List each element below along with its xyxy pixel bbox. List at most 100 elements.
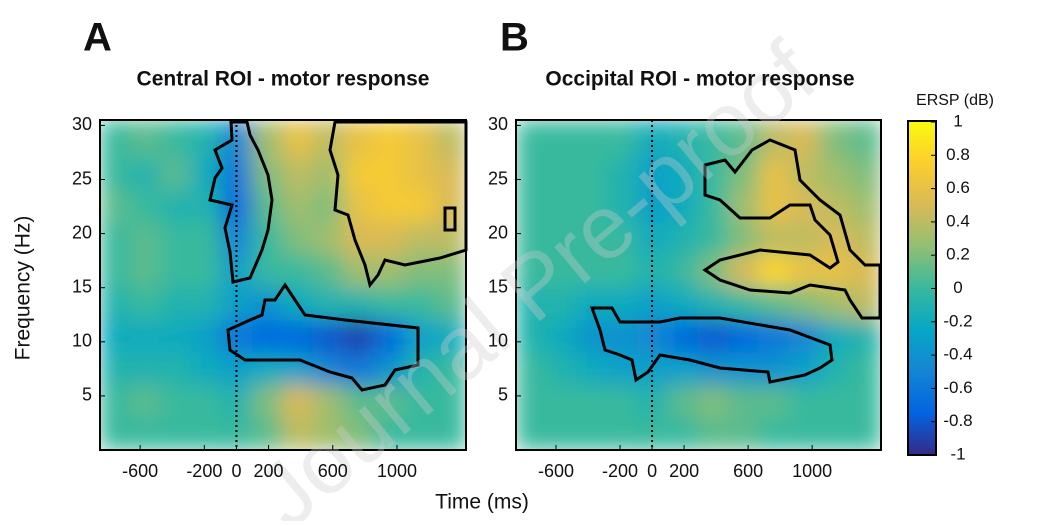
heatmap-cell	[129, 352, 161, 386]
heatmap-cell	[434, 417, 466, 450]
heatmap-cell	[221, 417, 253, 450]
heatmap-cell	[190, 222, 222, 256]
heatmap-cell	[606, 385, 638, 419]
y-tick-label: 5	[498, 385, 508, 405]
heatmap-cell	[545, 287, 577, 321]
heatmap-cell	[697, 320, 729, 354]
heatmap-cell	[545, 157, 577, 191]
heatmap-cell	[728, 417, 760, 450]
heatmap-cell	[606, 157, 638, 191]
heatmap	[100, 120, 466, 450]
heatmap-cell	[849, 385, 881, 419]
heatmap-cell	[129, 385, 161, 419]
colorbar	[907, 120, 937, 456]
heatmap-cell	[434, 255, 466, 289]
heatmap-cell	[545, 120, 577, 159]
heatmap-cell	[516, 190, 547, 224]
heatmap-cell	[343, 352, 375, 386]
heatmap-cell	[282, 417, 314, 450]
y-tick-label: 30	[488, 114, 508, 134]
heatmap-cell	[312, 385, 344, 419]
heatmap-cell	[849, 190, 881, 224]
heatmap	[516, 120, 881, 450]
heatmap-cell	[100, 352, 131, 386]
heatmap-cell	[849, 157, 881, 191]
heatmap-cell	[697, 120, 729, 159]
x-tick-label: 600	[318, 461, 348, 481]
colorbar-tick-label: -0.2	[943, 311, 972, 330]
x-tick-label: 0	[231, 461, 241, 481]
heatmap-cell	[545, 352, 577, 386]
heatmap-cell	[728, 157, 760, 191]
heatmap-cell	[516, 320, 547, 354]
heatmap-cell	[434, 287, 466, 321]
panel-letter: B	[500, 16, 529, 60]
y-axis-label: Frequency (Hz)	[12, 216, 35, 361]
heatmap-cell	[728, 120, 760, 159]
y-tick-label: 25	[488, 168, 508, 188]
heatmap-cell	[667, 320, 699, 354]
heatmap-cell	[373, 287, 405, 321]
heatmap-cell	[576, 255, 607, 289]
heatmap-cell	[576, 417, 607, 450]
heatmap-cell	[849, 255, 881, 289]
panel-title: Central ROI - motor response	[137, 68, 430, 91]
heatmap-cell	[190, 352, 222, 386]
heatmap-cell	[819, 157, 851, 191]
heatmap-cell	[404, 287, 436, 321]
heatmap-cell	[312, 320, 344, 354]
cluster-contour	[208, 120, 274, 284]
heatmap-cell	[160, 190, 192, 224]
heatmap-cell	[343, 120, 375, 159]
heatmap-cell	[343, 287, 375, 321]
heatmap-cell	[190, 190, 222, 224]
heatmap-cell	[129, 157, 161, 191]
heatmap-cell	[697, 287, 729, 321]
heatmap-cell	[251, 287, 283, 321]
heatmap-cell	[434, 385, 466, 419]
heatmap-cell	[636, 417, 668, 450]
heatmap-cell	[545, 190, 577, 224]
heatmap-cell	[190, 385, 222, 419]
heatmap-cell	[819, 385, 851, 419]
heatmap-cell	[606, 190, 638, 224]
heatmap-cell	[434, 120, 466, 159]
panel-title: Occipital ROI - motor response	[545, 68, 854, 91]
heatmap-cell	[516, 120, 547, 159]
y-tick-label: 5	[82, 385, 92, 405]
heatmap-cell	[819, 255, 851, 289]
heatmap-cell	[849, 120, 881, 159]
heatmap-cell	[516, 352, 547, 386]
heatmap-cell	[343, 385, 375, 419]
heatmap-cell	[129, 287, 161, 321]
y-tick-label: 25	[72, 168, 92, 188]
colorbar-tick-label: 0.4	[946, 211, 970, 230]
heatmap-cell	[373, 417, 405, 450]
heatmap-cell	[190, 320, 222, 354]
heatmap-cell	[404, 120, 436, 159]
heatmap-cell	[282, 320, 314, 354]
heatmap-cell	[251, 385, 283, 419]
heatmap-cell	[160, 417, 192, 450]
heatmap-cell	[343, 157, 375, 191]
heatmap-cell	[282, 157, 314, 191]
heatmap-cell	[576, 120, 607, 159]
heatmap-cell	[404, 352, 436, 386]
heatmap-cell	[282, 352, 314, 386]
heatmap-cell	[576, 157, 607, 191]
heatmap-cell	[129, 417, 161, 450]
heatmap-cell	[129, 190, 161, 224]
colorbar-label: ERSP (dB)	[916, 92, 994, 109]
y-tick-label: 30	[72, 114, 92, 134]
heatmap-cell	[282, 120, 314, 159]
heatmap-cell	[129, 320, 161, 354]
heatmap-cell	[312, 190, 344, 224]
heatmap-cell	[667, 157, 699, 191]
heatmap-cell	[516, 255, 547, 289]
heatmap-cell	[667, 385, 699, 419]
x-tick-label: 200	[669, 461, 699, 481]
x-tick-label: -600	[122, 461, 158, 481]
heatmap-cell	[545, 417, 577, 450]
heatmap-cell	[129, 120, 161, 159]
heatmap-cell	[160, 255, 192, 289]
